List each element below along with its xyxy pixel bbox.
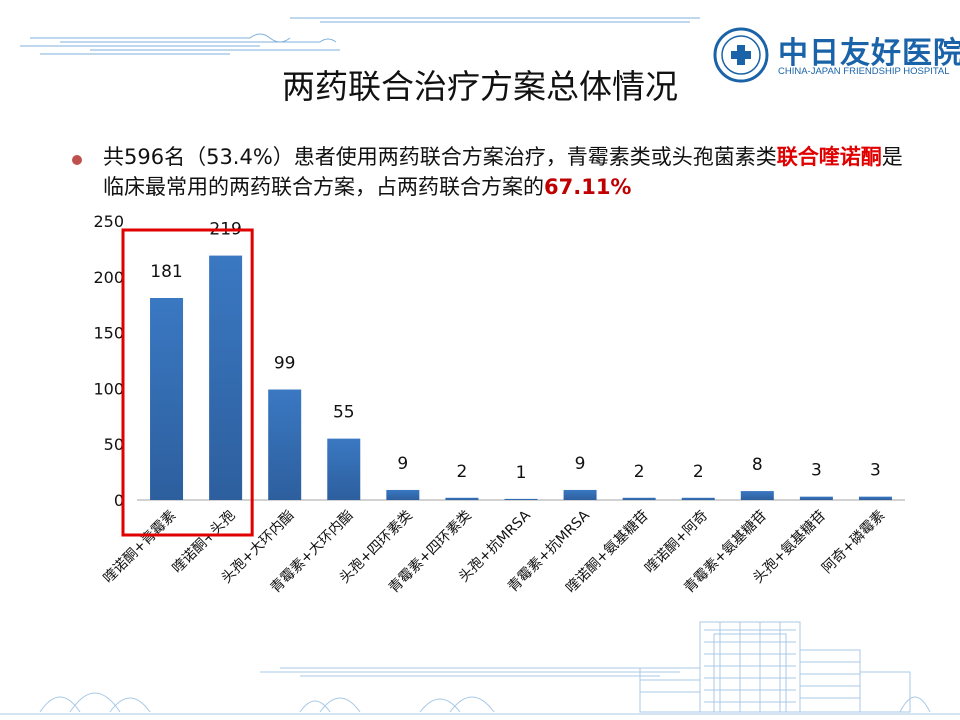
data-label: 2 [634, 462, 645, 482]
bullet-highlight1: 联合喹诺酮 [776, 145, 882, 169]
data-label: 8 [752, 455, 763, 475]
data-label: 3 [870, 461, 881, 481]
bar [799, 496, 833, 500]
bar [386, 489, 420, 500]
data-label: 55 [333, 403, 355, 423]
data-label: 1 [516, 463, 527, 483]
data-label: 181 [150, 262, 182, 282]
highlight-box [121, 228, 254, 537]
bullet-text: 共596名（53.4%）患者使用两药联合方案治疗，青霉素类或头孢菌素类联合喹诺酮… [103, 142, 903, 202]
y-tick-label: 0 [114, 491, 124, 510]
data-label: 3 [811, 461, 822, 481]
data-label: 9 [575, 454, 586, 474]
data-label: 2 [457, 462, 468, 482]
y-tick-label: 150 [93, 324, 124, 343]
bar [504, 498, 538, 500]
hospital-name-cn: 中日友好医院 [778, 36, 960, 71]
data-label: 2 [693, 462, 704, 482]
y-tick-label: 50 [104, 435, 124, 454]
y-tick-label: 250 [93, 212, 124, 231]
bar [150, 298, 184, 500]
data-label: 9 [397, 454, 408, 474]
hospital-emblem-icon [713, 27, 769, 83]
y-tick-label: 200 [93, 268, 124, 287]
bullet-part1: 共596名（53.4%）患者使用两药联合方案治疗，青霉素类或头孢菌素类 [103, 145, 777, 169]
bar [681, 497, 715, 500]
bar [858, 496, 892, 500]
bar [563, 489, 597, 500]
bar [445, 497, 479, 500]
slide-title: 两药联合治疗方案总体情况 [282, 67, 678, 106]
hospital-logo: 中日友好医院 CHINA-JAPAN FRIENDSHIP HOSPITAL [712, 26, 960, 86]
bar [740, 491, 774, 500]
bar [209, 255, 243, 500]
data-label: 99 [274, 354, 296, 374]
bullet-dot-icon [72, 155, 82, 165]
bullet-part2: 是临床最常用的两药联合方案，占两药联合方案的 [103, 145, 903, 199]
bullet-highlight2: 67.11% [544, 175, 632, 199]
y-tick-label: 100 [93, 379, 124, 398]
bar [327, 438, 361, 500]
bar [622, 497, 656, 500]
hospital-name-en: CHINA-JAPAN FRIENDSHIP HOSPITAL [778, 66, 950, 77]
bar [268, 389, 302, 500]
